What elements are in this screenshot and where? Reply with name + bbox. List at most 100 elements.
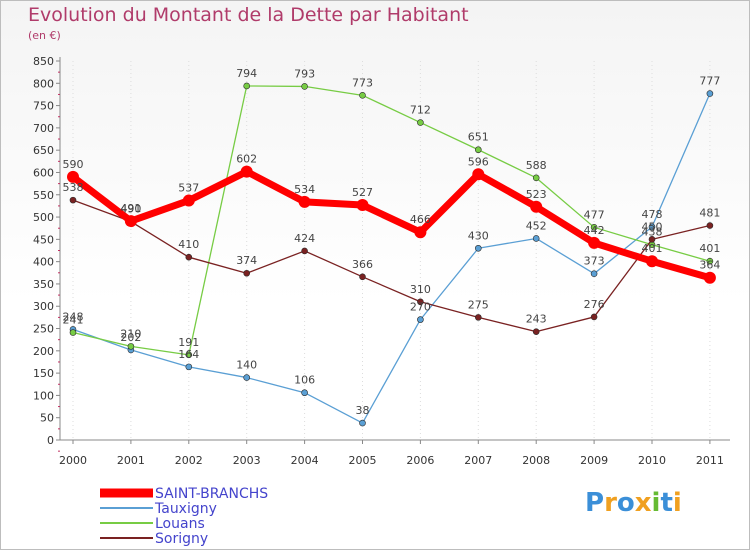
y-tick-label: 200	[33, 345, 54, 358]
y-tick-label: 250	[33, 323, 54, 336]
data-point	[590, 313, 598, 321]
data-point	[417, 119, 424, 126]
logo-letter: r	[604, 488, 617, 518]
data-point	[590, 270, 598, 277]
data-point	[648, 223, 656, 231]
data-label: 210	[120, 327, 141, 340]
chart-axes: 0 50 100 150 200 250 300 350 400 450 500 550 600 650 7…	[33, 55, 730, 467]
legend-label: SAINT-BRANCHS	[155, 486, 268, 502]
data-label: 438	[642, 226, 663, 239]
data-point	[648, 236, 656, 243]
data-label: 401	[699, 242, 720, 255]
x-tick-label: 2001	[117, 454, 145, 467]
data-label: 38	[356, 404, 370, 417]
data-label: 450	[642, 220, 663, 233]
data-point	[185, 253, 193, 261]
x-tick-label: 2006	[406, 454, 434, 467]
data-label: 430	[468, 229, 489, 242]
data-label: 442	[584, 224, 605, 237]
data-label: 477	[584, 208, 605, 221]
data-point	[706, 257, 714, 265]
data-label: 602	[236, 153, 257, 166]
y-tick-label: 700	[33, 122, 54, 135]
data-label: 241	[63, 314, 84, 327]
chart-title: Evolution du Montant de la Dette par Hab…	[28, 4, 469, 26]
y-tick-label: 450	[33, 233, 54, 246]
data-label: 248	[63, 310, 84, 323]
data-label: 523	[526, 188, 547, 201]
data-point	[359, 273, 366, 281]
data-label: 275	[468, 298, 489, 311]
data-label: 410	[178, 238, 199, 251]
logo-letter: i	[651, 488, 661, 518]
data-point	[359, 419, 366, 427]
x-tick-label: 2008	[522, 454, 550, 467]
x-tick-label: 2007	[464, 454, 492, 467]
logo-letter: i	[672, 488, 682, 518]
data-point	[356, 199, 369, 212]
logo-letter: t	[660, 488, 673, 518]
data-labels-layer: 248 202 164 140 106 38 270 430 452 373 478 777 241 21…	[63, 67, 721, 417]
data-label: 777	[699, 75, 720, 88]
legend-label: Sorigny	[155, 531, 208, 547]
logo-letter: x	[634, 488, 652, 518]
data-label: 651	[468, 131, 489, 144]
data-point	[530, 200, 543, 213]
legend-label: Louans	[155, 516, 205, 532]
x-tick-label: 2009	[580, 454, 608, 467]
data-label: 596	[468, 155, 489, 168]
data-label: 481	[699, 207, 720, 220]
data-point	[243, 269, 250, 277]
data-point	[301, 247, 308, 255]
data-point	[67, 170, 79, 183]
x-tick-label: 2011	[696, 454, 724, 467]
data-label: 538	[63, 181, 84, 194]
y-tick-label: 100	[33, 389, 54, 402]
data-label: 590	[63, 158, 84, 171]
data-label: 534	[294, 183, 315, 196]
data-label: 164	[178, 348, 199, 361]
data-label: 106	[294, 374, 315, 387]
y-tick-label: 500	[33, 211, 54, 224]
y-tick-label: 150	[33, 367, 54, 380]
x-tick-label: 2004	[291, 454, 319, 467]
data-label: 401	[642, 242, 663, 255]
y-tick-label: 850	[33, 55, 54, 68]
y-tick-label: 750	[33, 100, 54, 113]
x-tick-label: 2005	[349, 454, 377, 467]
data-point	[69, 329, 77, 336]
data-point	[298, 195, 311, 208]
series-line-tauxigny	[72, 93, 711, 424]
data-point	[474, 146, 482, 154]
data-point	[706, 222, 714, 229]
data-label: 527	[352, 186, 373, 199]
y-tick-label: 650	[33, 144, 54, 157]
x-tick-label: 2002	[175, 454, 203, 467]
data-point	[590, 224, 598, 231]
data-point	[185, 363, 193, 371]
data-label: 374	[236, 254, 257, 267]
data-point	[474, 244, 482, 252]
x-tick-label: 2010	[638, 454, 666, 467]
y-tick-label: 300	[33, 300, 54, 313]
data-label: 270	[410, 301, 431, 314]
data-label: 793	[294, 67, 315, 80]
series-line-louans	[72, 85, 711, 356]
y-tick-label: 0	[47, 434, 54, 447]
data-point	[703, 271, 716, 284]
data-point	[414, 226, 427, 239]
y-tick-label: 800	[33, 77, 54, 90]
data-label: 491	[120, 202, 141, 215]
data-label: 424	[294, 232, 315, 245]
data-label: 191	[178, 336, 199, 349]
logo-letter: P	[585, 488, 605, 518]
data-point	[588, 236, 601, 249]
data-point	[417, 298, 424, 306]
data-point	[359, 92, 366, 99]
data-point	[182, 194, 195, 207]
y-tick-label: 400	[33, 256, 54, 269]
data-label: 452	[526, 219, 547, 232]
y-tick-label: 550	[33, 189, 54, 202]
proxiti-logo: Proxiti	[585, 488, 682, 518]
